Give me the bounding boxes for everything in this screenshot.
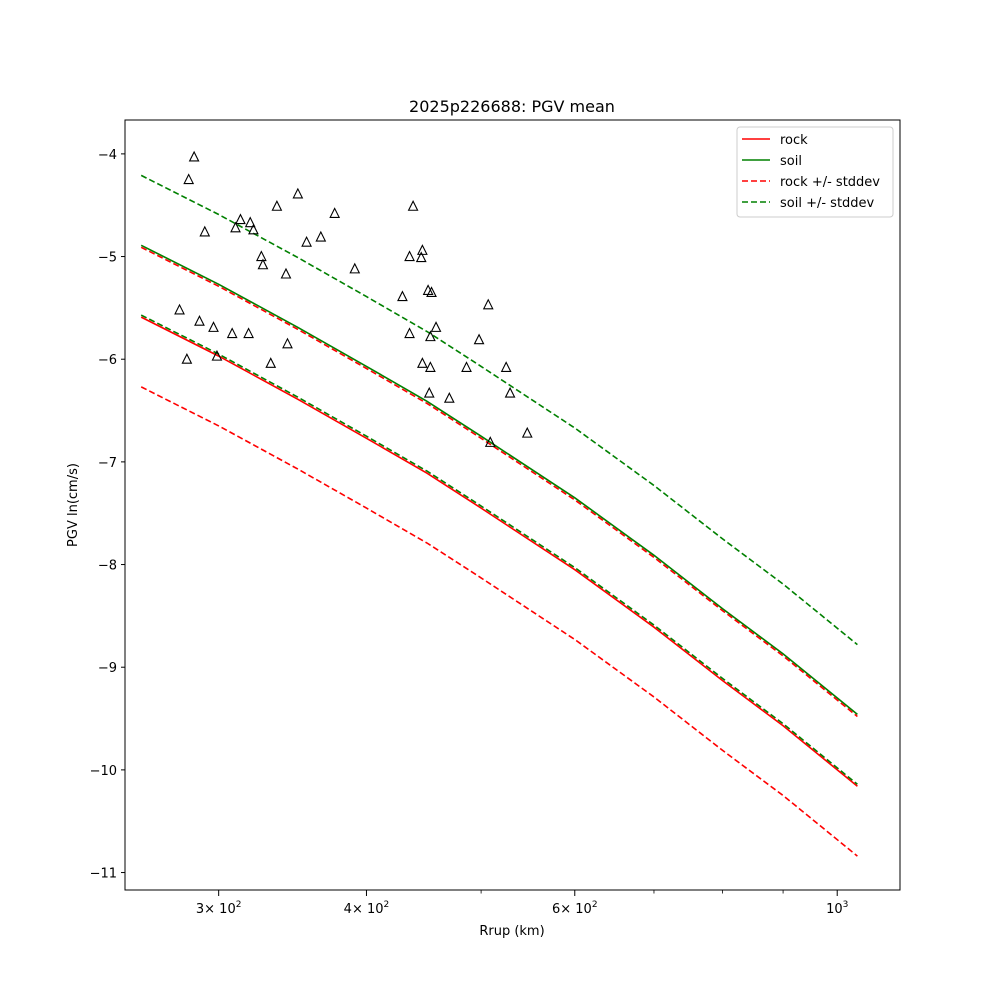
observation-marker — [404, 250, 415, 262]
observation-marker — [257, 258, 269, 270]
y-tick-label: −9 — [98, 661, 117, 676]
plot-area-frame — [124, 119, 901, 891]
observation-marker — [188, 150, 200, 162]
observation-marker — [407, 200, 419, 211]
observation-marker — [329, 207, 341, 218]
observation-marker — [500, 361, 512, 372]
x-tick-label: 3× 102 — [196, 900, 242, 917]
y-tick-label: −10 — [90, 764, 117, 779]
observation-marker — [244, 216, 256, 228]
observation-marker — [349, 262, 361, 274]
observation-marker — [461, 361, 472, 372]
y-axis-label: PGV ln(cm/s) — [66, 463, 81, 547]
observation-marker — [181, 352, 193, 364]
series-line-4 — [140, 174, 858, 646]
legend-label: soil — [780, 154, 802, 169]
observation-marker — [443, 391, 455, 403]
observation-marker — [174, 303, 185, 315]
observation-marker — [416, 357, 428, 368]
series-line-5 — [140, 314, 858, 785]
observation-marker — [280, 267, 292, 279]
y-tick-label: −6 — [98, 353, 117, 368]
y-tick-label: −7 — [98, 456, 117, 471]
series-line-0 — [140, 316, 858, 787]
observation-marker — [248, 223, 259, 235]
observation-markers — [174, 150, 533, 447]
x-axis-label: Rrup (km) — [479, 924, 544, 939]
series-lines — [140, 174, 858, 857]
observation-marker — [484, 436, 496, 447]
observation-marker — [282, 337, 293, 349]
observation-marker — [404, 327, 415, 339]
x-tick-label: 4× 102 — [344, 900, 390, 917]
observation-marker — [415, 251, 427, 263]
legend-box — [736, 126, 894, 218]
series-line-2 — [140, 246, 858, 718]
series-line-1 — [140, 244, 858, 716]
observation-marker — [194, 314, 205, 326]
observation-marker — [397, 290, 408, 302]
observation-marker — [199, 225, 211, 237]
observation-marker — [426, 286, 437, 298]
observation-marker — [226, 327, 238, 339]
observation-marker — [235, 213, 246, 225]
observation-marker — [482, 298, 494, 310]
observation-marker — [271, 200, 283, 211]
observation-marker — [255, 250, 267, 262]
legend-label: rock — [780, 133, 808, 148]
y-tick-label: −8 — [98, 559, 117, 574]
observation-marker — [292, 187, 304, 199]
legend-label: soil +/- stddev — [780, 196, 875, 211]
x-tick-label: 103 — [826, 900, 848, 917]
observation-marker — [504, 386, 516, 398]
observation-marker — [430, 321, 442, 332]
observation-marker — [424, 361, 436, 372]
series-line-3 — [140, 386, 858, 857]
observation-marker — [208, 321, 219, 332]
y-tick-label: −11 — [90, 867, 117, 882]
legend-label: rock +/- stddev — [780, 175, 880, 190]
observation-marker — [265, 357, 277, 368]
observation-marker — [183, 173, 195, 185]
observation-marker — [243, 327, 254, 339]
observation-marker — [521, 426, 533, 438]
observation-marker — [230, 221, 241, 233]
observation-marker — [423, 386, 435, 398]
chart-title: 2025p226688: PGV mean — [409, 97, 615, 116]
observation-marker — [473, 333, 485, 345]
x-tick-label: 6× 102 — [552, 900, 598, 917]
y-tick-label: −5 — [98, 251, 117, 266]
y-tick-label: −4 — [98, 148, 117, 163]
axis-ticks: −4 −5 −6 −7 −8 −9 −10 −11 3× 102 4× 102 6× 102 103 — [90, 148, 849, 917]
observation-marker — [424, 330, 436, 342]
observation-marker — [301, 235, 312, 247]
observation-marker — [315, 230, 327, 242]
legend: rock soil rock +/- stddev soil +/- stddev — [736, 126, 894, 218]
observation-marker — [211, 349, 223, 361]
